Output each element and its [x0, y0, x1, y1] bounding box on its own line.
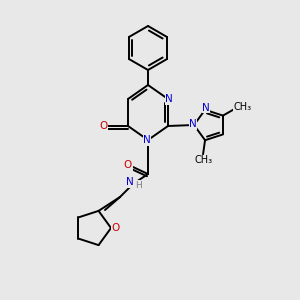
Text: N: N: [202, 103, 210, 113]
Text: N: N: [143, 135, 151, 145]
Text: CH₃: CH₃: [195, 155, 213, 165]
Text: H: H: [135, 181, 141, 190]
Text: N: N: [189, 119, 197, 129]
Text: O: O: [99, 121, 107, 131]
Text: O: O: [124, 160, 132, 170]
Text: N: N: [165, 94, 173, 104]
Text: N: N: [126, 177, 134, 187]
Text: CH₃: CH₃: [234, 102, 252, 112]
Text: O: O: [112, 223, 120, 233]
